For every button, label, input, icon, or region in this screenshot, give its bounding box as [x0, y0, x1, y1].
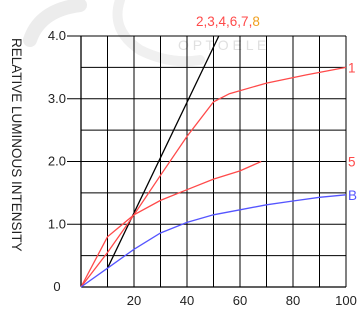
series-line-1 — [80, 66, 347, 288]
series-label-B: B — [348, 188, 357, 203]
labels: 1.0 2.0 3.0 4.0 20 40 60 80 100 0 2,3,4,6,7,8 1 5 B — [48, 14, 357, 308]
watermark-swoosh — [23, 0, 205, 67]
series-label-1: 1 — [348, 60, 356, 75]
legend-part: 7 — [241, 14, 249, 29]
x-tick-label: 80 — [286, 293, 300, 308]
grid — [81, 35, 347, 287]
series-label-5: 5 — [348, 155, 356, 170]
y-tick-label: 1.0 — [48, 216, 66, 231]
legend-part: 8 — [252, 14, 260, 29]
top-legend-label: 2,3,4,6,7,8 — [196, 14, 260, 29]
y-tick-label: 4.0 — [48, 28, 66, 43]
series-line-2-3-4-6-7-8 — [106, 35, 220, 269]
axes — [67, 35, 346, 288]
series-line-5 — [80, 160, 262, 288]
x-tick-label: 100 — [335, 293, 357, 308]
y-tick-label: 2.0 — [48, 154, 66, 169]
legend-part: , — [249, 14, 253, 29]
x-tick-label: 60 — [233, 293, 247, 308]
legend-part: 2,3,4,6, — [196, 14, 241, 29]
series-line-B — [80, 194, 347, 288]
x-tick-label: 20 — [127, 293, 141, 308]
origin-label: 0 — [53, 279, 60, 294]
x-tick-label: 40 — [180, 293, 194, 308]
series-lines — [80, 35, 347, 288]
watermark-text: O P T O E L E — [178, 37, 266, 53]
y-tick-label: 3.0 — [48, 91, 66, 106]
y-axis-label: RELATIVE LUMINOUS INTENSITY — [9, 38, 24, 252]
